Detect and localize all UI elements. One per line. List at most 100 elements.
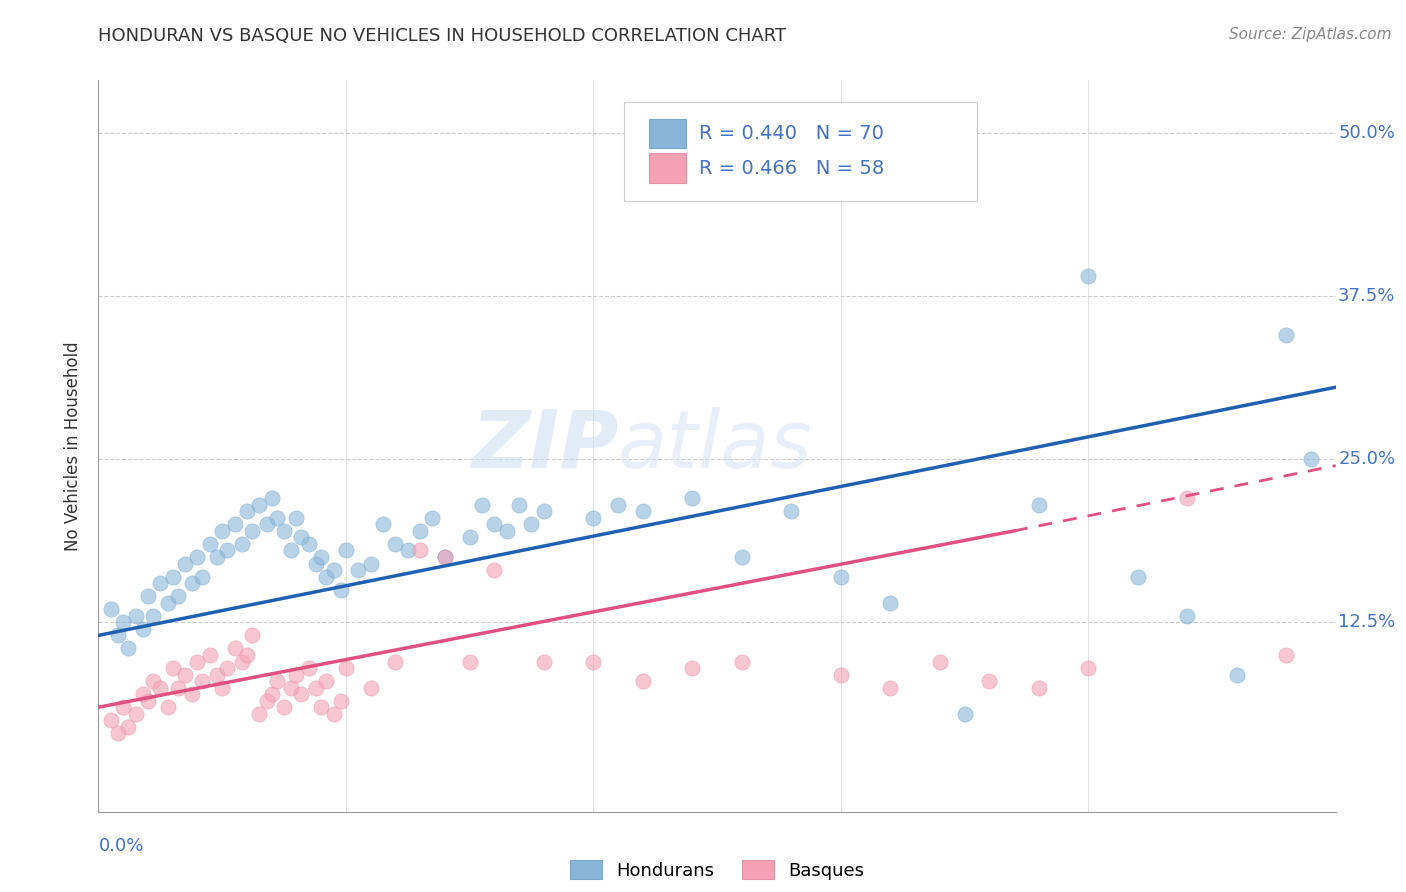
FancyBboxPatch shape — [650, 153, 686, 183]
Point — [298, 537, 321, 551]
Point — [273, 700, 295, 714]
Point — [335, 543, 357, 558]
Point — [1028, 681, 1050, 695]
Point — [309, 700, 332, 714]
Point — [198, 648, 221, 662]
Point — [681, 661, 703, 675]
Point — [181, 576, 204, 591]
Point — [217, 661, 239, 675]
Point — [631, 674, 654, 689]
Point — [582, 511, 605, 525]
Point — [211, 681, 233, 695]
Text: 12.5%: 12.5% — [1339, 614, 1395, 632]
Point — [384, 537, 406, 551]
Point — [533, 504, 555, 518]
Point — [315, 674, 337, 689]
Point — [396, 543, 419, 558]
Text: 0.0%: 0.0% — [98, 838, 143, 855]
Text: 50.0%: 50.0% — [1339, 123, 1395, 142]
Point — [285, 667, 308, 681]
Y-axis label: No Vehicles in Household: No Vehicles in Household — [65, 341, 83, 551]
Point — [360, 557, 382, 571]
Point — [731, 655, 754, 669]
Point — [290, 687, 312, 701]
Point — [347, 563, 370, 577]
Point — [458, 530, 481, 544]
Point — [124, 706, 146, 721]
Point — [256, 694, 278, 708]
Point — [186, 655, 208, 669]
Point — [256, 517, 278, 532]
Point — [191, 569, 214, 583]
Text: HONDURAN VS BASQUE NO VEHICLES IN HOUSEHOLD CORRELATION CHART: HONDURAN VS BASQUE NO VEHICLES IN HOUSEH… — [98, 27, 786, 45]
Point — [1275, 648, 1298, 662]
Point — [329, 694, 352, 708]
Point — [305, 557, 328, 571]
Point — [247, 498, 270, 512]
Point — [266, 674, 288, 689]
Point — [162, 569, 184, 583]
Point — [290, 530, 312, 544]
Point — [433, 549, 456, 564]
Point — [142, 608, 165, 623]
Point — [191, 674, 214, 689]
Point — [156, 596, 179, 610]
Point — [520, 517, 543, 532]
Point — [280, 681, 302, 695]
Point — [830, 569, 852, 583]
Point — [100, 714, 122, 728]
Point — [458, 655, 481, 669]
Point — [329, 582, 352, 597]
Point — [533, 655, 555, 669]
Point — [149, 681, 172, 695]
Point — [409, 524, 432, 538]
Text: ZIP: ZIP — [471, 407, 619, 485]
Point — [162, 661, 184, 675]
Point — [231, 655, 253, 669]
Point — [1175, 608, 1198, 623]
Point — [112, 615, 135, 630]
Point — [681, 491, 703, 506]
Point — [631, 504, 654, 518]
Point — [508, 498, 530, 512]
Point — [780, 504, 803, 518]
Point — [136, 694, 159, 708]
Point — [298, 661, 321, 675]
Text: 37.5%: 37.5% — [1339, 287, 1396, 305]
Point — [371, 517, 394, 532]
Point — [953, 706, 976, 721]
Point — [280, 543, 302, 558]
Point — [112, 700, 135, 714]
Point — [247, 706, 270, 721]
FancyBboxPatch shape — [624, 103, 977, 201]
Point — [1077, 661, 1099, 675]
Legend: Hondurans, Basques: Hondurans, Basques — [562, 853, 872, 887]
Text: R = 0.440   N = 70: R = 0.440 N = 70 — [699, 124, 883, 144]
Point — [132, 622, 155, 636]
Point — [1126, 569, 1149, 583]
Point — [260, 687, 283, 701]
Point — [240, 524, 263, 538]
Point — [266, 511, 288, 525]
Point — [433, 549, 456, 564]
Point — [211, 524, 233, 538]
Point — [149, 576, 172, 591]
Point — [409, 543, 432, 558]
Point — [174, 557, 197, 571]
Point — [198, 537, 221, 551]
Point — [731, 549, 754, 564]
Point — [928, 655, 950, 669]
Point — [100, 602, 122, 616]
Point — [384, 655, 406, 669]
Point — [117, 720, 139, 734]
Point — [107, 726, 129, 740]
Point — [1299, 452, 1322, 467]
Point — [830, 667, 852, 681]
Point — [181, 687, 204, 701]
Point — [224, 641, 246, 656]
Point — [1226, 667, 1249, 681]
Point — [236, 504, 259, 518]
Point — [236, 648, 259, 662]
Point — [124, 608, 146, 623]
Point — [166, 589, 188, 603]
